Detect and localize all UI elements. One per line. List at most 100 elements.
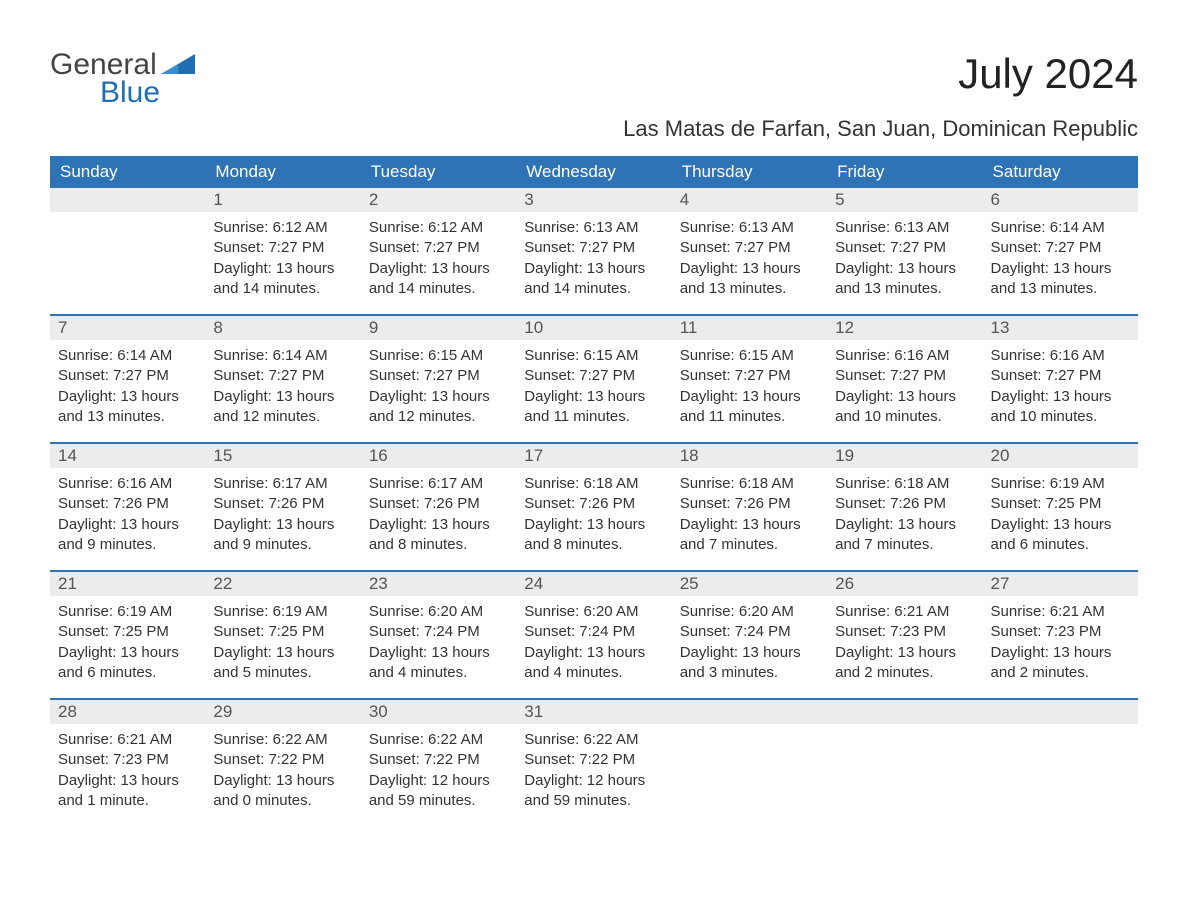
dow-header-row: Sunday Monday Tuesday Wednesday Thursday…: [50, 156, 1138, 188]
day-sunset: Sunset: 7:27 PM: [680, 366, 821, 386]
day-cell: 22Sunrise: 6:19 AMSunset: 7:25 PMDayligh…: [205, 572, 360, 698]
day-number: 10: [516, 316, 671, 340]
day-daylight: Daylight: 13 hours and 13 minutes.: [835, 259, 976, 300]
day-daylight: Daylight: 12 hours and 59 minutes.: [524, 771, 665, 812]
day-number: 30: [361, 700, 516, 724]
day-cell: 7Sunrise: 6:14 AMSunset: 7:27 PMDaylight…: [50, 316, 205, 442]
day-body: Sunrise: 6:18 AMSunset: 7:26 PMDaylight:…: [827, 468, 982, 561]
day-body: Sunrise: 6:16 AMSunset: 7:26 PMDaylight:…: [50, 468, 205, 561]
day-cell: 27Sunrise: 6:21 AMSunset: 7:23 PMDayligh…: [983, 572, 1138, 698]
day-sunset: Sunset: 7:26 PM: [369, 494, 510, 514]
day-sunrise: Sunrise: 6:18 AM: [835, 474, 976, 494]
day-daylight: Daylight: 13 hours and 14 minutes.: [369, 259, 510, 300]
day-daylight: Daylight: 13 hours and 11 minutes.: [524, 387, 665, 428]
day-body: Sunrise: 6:22 AMSunset: 7:22 PMDaylight:…: [361, 724, 516, 817]
title-block: July 2024 Las Matas de Farfan, San Juan,…: [623, 50, 1138, 142]
day-cell: 23Sunrise: 6:20 AMSunset: 7:24 PMDayligh…: [361, 572, 516, 698]
day-sunrise: Sunrise: 6:21 AM: [991, 602, 1132, 622]
day-daylight: Daylight: 12 hours and 59 minutes.: [369, 771, 510, 812]
day-number: 25: [672, 572, 827, 596]
week-row: 14Sunrise: 6:16 AMSunset: 7:26 PMDayligh…: [50, 442, 1138, 570]
day-daylight: Daylight: 13 hours and 6 minutes.: [991, 515, 1132, 556]
day-cell: 12Sunrise: 6:16 AMSunset: 7:27 PMDayligh…: [827, 316, 982, 442]
day-sunrise: Sunrise: 6:15 AM: [680, 346, 821, 366]
day-sunrise: Sunrise: 6:16 AM: [835, 346, 976, 366]
day-body: Sunrise: 6:13 AMSunset: 7:27 PMDaylight:…: [516, 212, 671, 305]
day-cell: 3Sunrise: 6:13 AMSunset: 7:27 PMDaylight…: [516, 188, 671, 314]
day-sunrise: Sunrise: 6:13 AM: [524, 218, 665, 238]
day-sunrise: Sunrise: 6:15 AM: [369, 346, 510, 366]
month-title: July 2024: [623, 50, 1138, 98]
day-number: 11: [672, 316, 827, 340]
day-sunrise: Sunrise: 6:13 AM: [835, 218, 976, 238]
day-cell: 26Sunrise: 6:21 AMSunset: 7:23 PMDayligh…: [827, 572, 982, 698]
day-body: Sunrise: 6:12 AMSunset: 7:27 PMDaylight:…: [361, 212, 516, 305]
day-cell: 31Sunrise: 6:22 AMSunset: 7:22 PMDayligh…: [516, 700, 671, 826]
day-number: 26: [827, 572, 982, 596]
day-body: Sunrise: 6:13 AMSunset: 7:27 PMDaylight:…: [827, 212, 982, 305]
day-body: Sunrise: 6:21 AMSunset: 7:23 PMDaylight:…: [827, 596, 982, 689]
day-sunset: Sunset: 7:27 PM: [213, 366, 354, 386]
day-sunset: Sunset: 7:27 PM: [991, 366, 1132, 386]
day-sunrise: Sunrise: 6:18 AM: [680, 474, 821, 494]
day-daylight: Daylight: 13 hours and 13 minutes.: [991, 259, 1132, 300]
day-number: 13: [983, 316, 1138, 340]
day-number: 5: [827, 188, 982, 212]
day-number: 17: [516, 444, 671, 468]
day-body: Sunrise: 6:18 AMSunset: 7:26 PMDaylight:…: [516, 468, 671, 561]
day-sunset: Sunset: 7:27 PM: [991, 238, 1132, 258]
day-sunrise: Sunrise: 6:19 AM: [213, 602, 354, 622]
day-sunset: Sunset: 7:23 PM: [58, 750, 199, 770]
day-body: [50, 212, 205, 224]
logo: General Blue: [50, 50, 195, 108]
day-cell: 24Sunrise: 6:20 AMSunset: 7:24 PMDayligh…: [516, 572, 671, 698]
day-daylight: Daylight: 13 hours and 9 minutes.: [213, 515, 354, 556]
day-body: Sunrise: 6:15 AMSunset: 7:27 PMDaylight:…: [361, 340, 516, 433]
day-sunrise: Sunrise: 6:21 AM: [58, 730, 199, 750]
weeks-container: 1Sunrise: 6:12 AMSunset: 7:27 PMDaylight…: [50, 188, 1138, 826]
day-body: [827, 724, 982, 736]
day-body: Sunrise: 6:19 AMSunset: 7:25 PMDaylight:…: [205, 596, 360, 689]
day-body: Sunrise: 6:16 AMSunset: 7:27 PMDaylight:…: [983, 340, 1138, 433]
day-daylight: Daylight: 13 hours and 4 minutes.: [369, 643, 510, 684]
day-body: Sunrise: 6:21 AMSunset: 7:23 PMDaylight:…: [983, 596, 1138, 689]
day-sunset: Sunset: 7:26 PM: [680, 494, 821, 514]
day-sunset: Sunset: 7:24 PM: [524, 622, 665, 642]
day-daylight: Daylight: 13 hours and 5 minutes.: [213, 643, 354, 684]
day-daylight: Daylight: 13 hours and 10 minutes.: [835, 387, 976, 428]
day-number: 8: [205, 316, 360, 340]
day-number: 22: [205, 572, 360, 596]
day-sunset: Sunset: 7:27 PM: [369, 238, 510, 258]
week-row: 1Sunrise: 6:12 AMSunset: 7:27 PMDaylight…: [50, 188, 1138, 314]
day-number: 28: [50, 700, 205, 724]
day-number: 19: [827, 444, 982, 468]
day-sunrise: Sunrise: 6:14 AM: [991, 218, 1132, 238]
dow-wednesday: Wednesday: [516, 156, 671, 188]
day-body: [672, 724, 827, 736]
day-sunrise: Sunrise: 6:22 AM: [213, 730, 354, 750]
day-cell: 16Sunrise: 6:17 AMSunset: 7:26 PMDayligh…: [361, 444, 516, 570]
calendar: Sunday Monday Tuesday Wednesday Thursday…: [50, 156, 1138, 826]
day-number: 4: [672, 188, 827, 212]
dow-sunday: Sunday: [50, 156, 205, 188]
day-cell: [983, 700, 1138, 826]
day-daylight: Daylight: 13 hours and 14 minutes.: [524, 259, 665, 300]
day-sunset: Sunset: 7:27 PM: [680, 238, 821, 258]
day-body: Sunrise: 6:16 AMSunset: 7:27 PMDaylight:…: [827, 340, 982, 433]
day-sunrise: Sunrise: 6:16 AM: [58, 474, 199, 494]
day-sunrise: Sunrise: 6:17 AM: [213, 474, 354, 494]
day-daylight: Daylight: 13 hours and 13 minutes.: [680, 259, 821, 300]
day-cell: 9Sunrise: 6:15 AMSunset: 7:27 PMDaylight…: [361, 316, 516, 442]
day-number: 16: [361, 444, 516, 468]
day-sunrise: Sunrise: 6:12 AM: [213, 218, 354, 238]
day-sunset: Sunset: 7:27 PM: [524, 238, 665, 258]
day-cell: [827, 700, 982, 826]
day-cell: 13Sunrise: 6:16 AMSunset: 7:27 PMDayligh…: [983, 316, 1138, 442]
day-daylight: Daylight: 13 hours and 9 minutes.: [58, 515, 199, 556]
day-daylight: Daylight: 13 hours and 13 minutes.: [58, 387, 199, 428]
day-daylight: Daylight: 13 hours and 14 minutes.: [213, 259, 354, 300]
day-number: 21: [50, 572, 205, 596]
day-daylight: Daylight: 13 hours and 12 minutes.: [369, 387, 510, 428]
day-number: 14: [50, 444, 205, 468]
day-sunrise: Sunrise: 6:18 AM: [524, 474, 665, 494]
